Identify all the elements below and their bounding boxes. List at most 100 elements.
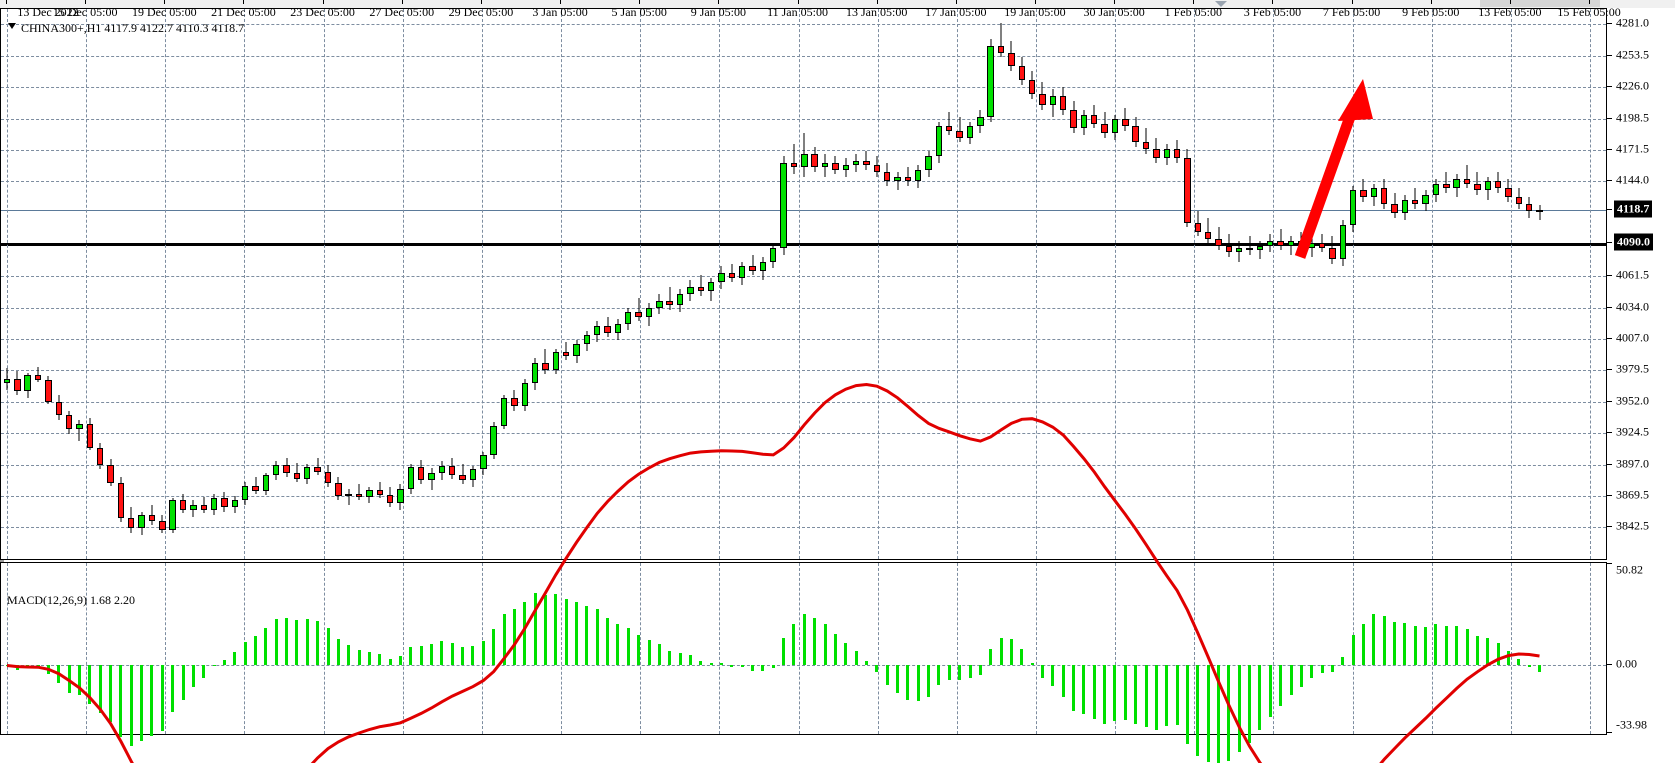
candle-body <box>190 505 197 510</box>
time-label: 17 Jan 05:00 <box>925 5 987 19</box>
macd-histogram-bar <box>243 641 247 666</box>
candlestick <box>241 9 249 559</box>
macd-panel[interactable]: MACD(12,26,9) 1.68 2.20 <box>0 382 1607 763</box>
candle-body <box>562 352 570 356</box>
macd-histogram-bar <box>1527 665 1531 668</box>
candle-body <box>1070 110 1077 129</box>
candlestick <box>107 9 114 559</box>
candle-body <box>159 521 166 531</box>
candlestick <box>1246 9 1253 559</box>
price-label: 3924.5 <box>1616 424 1649 439</box>
candlestick <box>86 9 94 559</box>
price-tick <box>1607 54 1612 56</box>
candlestick <box>1080 9 1088 559</box>
candle-wick <box>731 263 733 283</box>
candlestick <box>821 9 829 559</box>
macd-histogram-bar <box>430 643 434 666</box>
gridline-vertical <box>1035 9 1037 559</box>
price-tick <box>1607 306 1612 308</box>
candle-body <box>1474 183 1481 191</box>
time-tick <box>718 0 720 4</box>
macd-label: -33.98 <box>1616 717 1647 732</box>
price-chart-panel[interactable]: CHINA300+,H1 4117.9 4122.7 4110.3 4118.7 <box>0 8 1607 560</box>
macd-axis[interactable]: 50.82 0.00 -33.98 <box>1607 562 1675 735</box>
candlestick <box>345 9 352 559</box>
candle-body <box>1204 231 1212 239</box>
candlestick <box>117 9 125 559</box>
scroll-thumb[interactable] <box>1480 0 1600 7</box>
candle-body <box>738 266 746 278</box>
collapse-caret-icon[interactable] <box>8 23 16 29</box>
candlestick <box>1432 9 1440 559</box>
macd-histogram-bar <box>1496 643 1500 666</box>
time-tick <box>1351 0 1353 4</box>
candlestick <box>594 9 601 559</box>
gridline-vertical <box>165 563 167 734</box>
macd-histogram-bar <box>1020 648 1024 666</box>
candle-body <box>1018 66 1025 81</box>
time-tick <box>1114 0 1116 4</box>
candle-body <box>604 325 611 333</box>
macd-histogram-bar <box>1475 635 1479 666</box>
macd-histogram-bar <box>668 650 672 666</box>
candlestick <box>304 9 311 559</box>
price-label-highlighted: 4090.0 <box>1614 233 1653 251</box>
price-tick <box>1607 117 1612 119</box>
price-axis[interactable]: 4281.0 4253.5 4226.0 4198.5 4171.5 4144.0 4118… <box>1607 8 1675 560</box>
price-label: 3952.0 <box>1616 393 1649 408</box>
candle-body <box>749 266 756 271</box>
candle-body <box>1453 178 1460 189</box>
gridline-vertical <box>561 9 563 559</box>
candlestick <box>946 9 953 559</box>
candle-body <box>490 425 497 455</box>
candle-wick <box>1290 236 1292 255</box>
candlestick <box>1422 9 1429 559</box>
candlestick <box>190 9 197 559</box>
candle-body <box>904 176 912 182</box>
candlestick <box>997 9 1005 559</box>
macd-histogram-bar <box>88 665 92 704</box>
candle-body <box>76 423 83 430</box>
macd-histogram-bar <box>481 641 485 666</box>
candle-body <box>1267 240 1274 246</box>
candlestick <box>1494 9 1502 559</box>
macd-histogram-bar <box>1051 665 1055 687</box>
macd-histogram-bar <box>1351 634 1355 666</box>
candle-body <box>231 500 238 508</box>
candle-wick <box>1000 22 1002 58</box>
candlestick <box>1111 9 1119 559</box>
gridline-vertical <box>1431 563 1433 734</box>
candle-body <box>14 378 21 392</box>
candlestick <box>1391 9 1398 559</box>
candle-body <box>1515 197 1522 205</box>
macd-histogram-bar <box>1040 665 1044 679</box>
time-tick <box>876 0 878 4</box>
macd-histogram-bar <box>523 601 527 666</box>
macd-histogram-bar <box>1092 665 1096 720</box>
candle-body <box>500 398 508 426</box>
candlestick <box>562 9 570 559</box>
candle-wick <box>865 151 867 170</box>
gridline-vertical <box>1510 563 1512 734</box>
macd-histogram-bar <box>533 593 537 666</box>
price-label-highlighted: 4118.7 <box>1614 200 1653 218</box>
candle-body <box>1173 149 1181 159</box>
chart-scroll-marker-icon[interactable] <box>1215 1 1227 7</box>
candlestick <box>1453 9 1460 559</box>
time-label: 1 Feb 05:00 <box>1164 5 1222 19</box>
candlestick <box>956 9 963 559</box>
macd-histogram-bar <box>543 594 547 666</box>
price-tick <box>1607 148 1612 150</box>
candle-body <box>625 312 632 324</box>
price-tick <box>1607 242 1612 244</box>
candle-body <box>335 483 342 496</box>
candle-body <box>1184 158 1191 223</box>
candlestick <box>1308 9 1315 559</box>
time-label: 9 Jan 05:00 <box>690 5 747 19</box>
candle-body <box>55 401 62 416</box>
candlestick <box>335 9 342 559</box>
candle-body <box>583 335 591 345</box>
candlestick <box>283 9 290 559</box>
candle-body <box>1318 243 1326 248</box>
macd-histogram-bar <box>67 665 71 693</box>
